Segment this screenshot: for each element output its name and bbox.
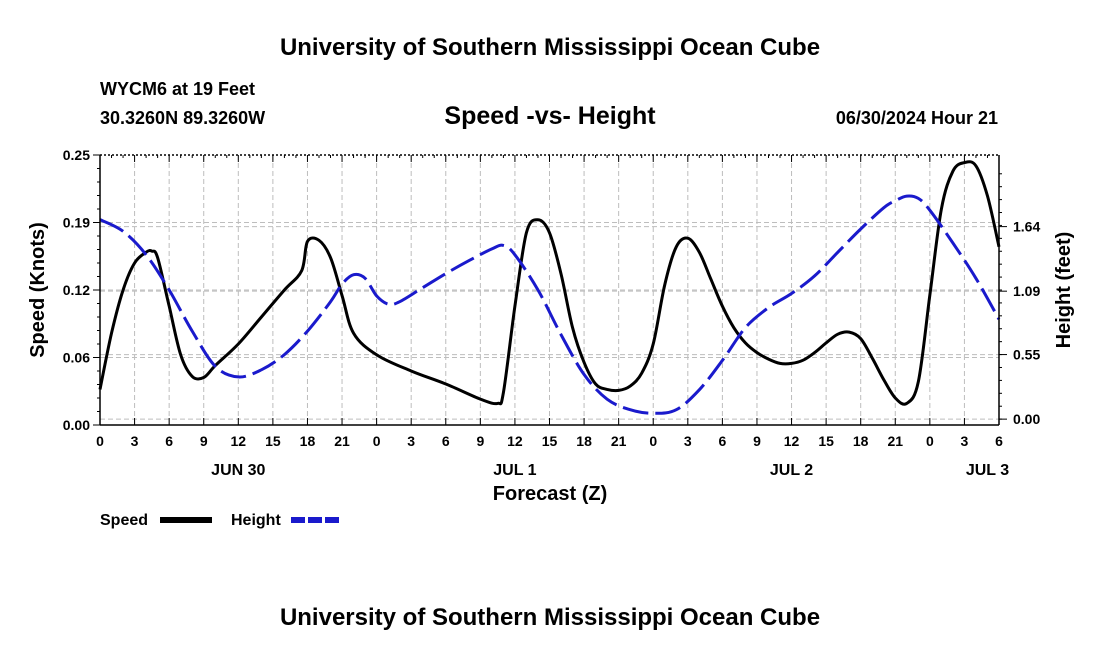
y-axis-right-label: Height (feet) <box>1053 232 1075 349</box>
y-left-tick-label: 0.00 <box>63 417 90 433</box>
x-axis-label: Forecast (Z) <box>493 483 607 505</box>
footer-title: University of Southern Mississippi Ocean… <box>280 604 820 631</box>
page-title: University of Southern Mississippi Ocean… <box>280 34 820 61</box>
y-left-tick-label: 0.06 <box>63 350 90 366</box>
y-right-tick-label: 0.00 <box>1013 411 1040 427</box>
x-tick-label: 15 <box>542 433 558 449</box>
x-tick-label: 18 <box>300 433 316 449</box>
y-axis-left-label: Speed (Knots) <box>27 222 49 358</box>
x-tick-label: 18 <box>576 433 592 449</box>
coordinates-label: 30.3260N 89.3260W <box>100 108 265 128</box>
legend-speed-label: Speed <box>100 512 148 529</box>
x-tick-label: 6 <box>165 433 173 449</box>
x-tick-label: 15 <box>818 433 834 449</box>
x-tick-label: 9 <box>476 433 484 449</box>
x-tick-label: 3 <box>131 433 139 449</box>
axes <box>93 154 1007 426</box>
y-left-tick-label: 0.19 <box>63 215 90 231</box>
y-right-tick-label: 1.64 <box>1013 219 1040 235</box>
x-tick-label: 6 <box>442 433 450 449</box>
y-left-tick-label: 0.25 <box>63 147 90 163</box>
legend-height-label: Height <box>231 512 281 529</box>
x-tick-label: 6 <box>995 433 1003 449</box>
x-tick-label: 21 <box>334 433 350 449</box>
x-tick-label: 3 <box>961 433 969 449</box>
x-tick-label: 18 <box>853 433 869 449</box>
x-tick-label: 0 <box>96 433 104 449</box>
x-tick-label: 0 <box>926 433 934 449</box>
series-layer <box>98 160 1001 415</box>
y-right-tick-label: 1.09 <box>1013 283 1040 299</box>
x-tick-label: 21 <box>611 433 627 449</box>
tick-labels: 0 3 6 9 12 15 18 21 0 3 6 9 12 15 18 21 0 3 6 9 12 15 18 21 0 3 60… <box>63 147 1041 479</box>
speed-series-line <box>98 160 1001 406</box>
x-tick-label: 15 <box>265 433 281 449</box>
forecast-date: 06/30/2024 Hour 21 <box>836 108 998 128</box>
date-label: JUL 1 <box>493 462 536 479</box>
y-left-tick-label: 0.12 <box>63 282 90 298</box>
date-label: JUN 30 <box>211 462 265 479</box>
height-series-line <box>99 194 1001 415</box>
x-tick-label: 3 <box>407 433 415 449</box>
chart-title: Speed -vs- Height <box>444 102 656 130</box>
x-tick-label: 0 <box>373 433 381 449</box>
date-label: JUL 3 <box>966 462 1009 479</box>
x-tick-label: 9 <box>200 433 208 449</box>
legend: Speed Height <box>100 512 342 529</box>
x-tick-label: 12 <box>507 433 523 449</box>
date-label: JUL 2 <box>770 462 813 479</box>
x-tick-label: 12 <box>784 433 800 449</box>
x-tick-label: 21 <box>887 433 903 449</box>
gridlines <box>100 155 999 425</box>
x-tick-label: 6 <box>718 433 726 449</box>
x-tick-label: 3 <box>684 433 692 449</box>
x-tick-label: 12 <box>231 433 247 449</box>
x-tick-label: 0 <box>649 433 657 449</box>
y-right-tick-label: 0.55 <box>1013 347 1040 363</box>
station-label: WYCM6 at 19 Feet <box>100 79 255 99</box>
x-tick-label: 9 <box>753 433 761 449</box>
